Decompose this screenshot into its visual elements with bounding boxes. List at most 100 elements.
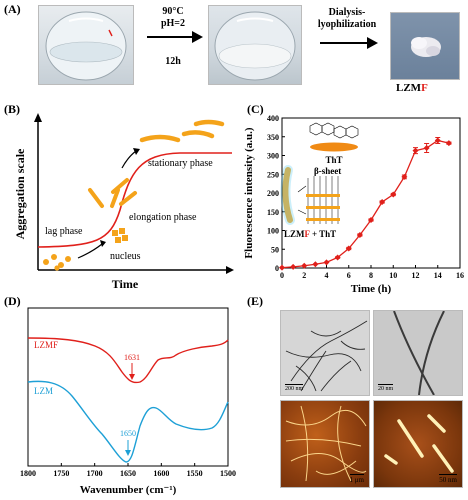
tem-fibrils-2 (393, 311, 445, 395)
y-tick-label: 250 (267, 170, 279, 179)
ftir-chart: 1800 1750 1700 1650 1600 1550 1500 LZMF LZM 16… (20, 307, 236, 496)
product-label: LZMF (396, 82, 428, 94)
lag-phase-label: lag phase (45, 226, 83, 237)
complex-label-mid: F (305, 229, 311, 239)
afm-scale-1: 1 μm (349, 474, 364, 484)
x-tick-label: 4 (325, 271, 329, 280)
arrow-step1 (147, 31, 203, 43)
nucleus-cluster (112, 228, 128, 243)
vial-photo-initial (38, 5, 134, 85)
step2-line1: Dialysis- (328, 7, 366, 18)
data-point (323, 259, 330, 266)
tem-scale-2: 20 nm (378, 384, 394, 392)
panel-b-label: (B) (4, 102, 20, 116)
powder-illustration (411, 37, 441, 57)
schematic-ylabel: Aggregation scale (13, 148, 27, 239)
y-tick-label: 100 (267, 227, 279, 236)
fluorescence-ylabel: Fluorescence intensity (a.u.) (243, 127, 255, 259)
data-point (290, 263, 297, 270)
y-tick-label: 0 (275, 264, 279, 273)
x-tick-label: 10 (389, 271, 397, 280)
ftir-x-tick-label: 1800 (20, 469, 36, 478)
stationary-label: stationary phase (148, 158, 213, 169)
data-point (334, 254, 341, 261)
data-point (401, 173, 408, 180)
fluorescence-frame (281, 117, 461, 269)
ftir-x-tick-label: 1700 (87, 469, 103, 478)
vial-heated-illustration (214, 11, 296, 81)
tht-bound-molecules (306, 194, 340, 221)
tht-label: ThT (325, 155, 342, 165)
lzmf-peak-label: 1631 (124, 353, 140, 362)
aggregation-schematic: lag phase nucleus elongation phase stati… (13, 113, 234, 291)
tem-fibrils-1 (285, 320, 368, 392)
data-point (390, 191, 397, 198)
data-point (379, 199, 386, 205)
lzm-peak-label: 1650 (120, 429, 136, 438)
vial-photo-heated (208, 5, 302, 85)
tht-inset: ThT β-sheet LZMF + ThT (280, 122, 359, 239)
beta-sheet-label: β-sheet (314, 166, 341, 176)
lyophilized-powder-photo (390, 12, 460, 80)
tem-scale-1: 200 nm (285, 384, 304, 392)
panel-a-label: (A) (4, 2, 21, 16)
afm-fibrils-2 (384, 414, 454, 473)
ftir-x-tick-label: 1500 (220, 469, 236, 478)
afm-fibrils-1 (285, 405, 367, 482)
elongating-rods (88, 178, 137, 208)
x-tick-label: 12 (412, 271, 420, 280)
tem-image-1: 200 nm (280, 310, 370, 396)
x-tick-label: 16 (456, 271, 464, 280)
schematic-xlabel: Time (112, 277, 139, 291)
fluorescence-chart: 0 2 4 6 8 10 12 14 16 0 50 100 150 200 250 300 350 400 Ti… (243, 114, 464, 295)
x-tick-label: 6 (347, 271, 351, 280)
x-tick-label: 8 (369, 271, 373, 280)
data-point (279, 264, 285, 271)
lzm-spectrum (27, 380, 229, 463)
lzmf-series-label: LZMF (34, 340, 58, 350)
elongation-label: elongation phase (129, 212, 197, 223)
step2-text: Dialysis- lyophilization (310, 7, 384, 31)
y-tick-label: 50 (271, 245, 279, 254)
data-point (423, 145, 430, 151)
data-point (368, 217, 374, 223)
ftir-x-tick-label: 1750 (53, 469, 69, 478)
data-point (301, 262, 308, 269)
nucleus-label: nucleus (110, 251, 141, 262)
data-point (434, 137, 441, 144)
x-tick-label: 14 (434, 271, 442, 280)
data-point (445, 140, 452, 147)
monomer-dots (43, 254, 71, 271)
complex-label-prefix: LZM (284, 229, 305, 239)
fibril-glyph (282, 167, 293, 223)
y-tick-label: 200 (267, 189, 279, 198)
afm-image-1: 1 μm (280, 400, 370, 488)
vial-illustration (45, 11, 127, 81)
panel-d-label: (D) (4, 294, 21, 308)
y-tick-label: 150 (267, 208, 279, 217)
data-point (356, 232, 363, 238)
tht-structure (309, 122, 359, 139)
ftir-x-tick-label: 1650 (120, 469, 136, 478)
y-tick-label: 400 (267, 114, 279, 123)
beta-sheet-strands (307, 176, 339, 224)
data-point (312, 261, 319, 268)
x-tick-label: 2 (302, 271, 306, 280)
y-tick-label: 350 (267, 133, 279, 142)
fluorescence-line (281, 139, 450, 269)
ftir-x-tick-label: 1550 (187, 469, 203, 478)
x-tick-label: 0 (280, 271, 284, 280)
arrow-step2 (320, 37, 378, 49)
panel-e-label: (E) (247, 294, 263, 308)
step1-temp: 90°C (162, 6, 184, 17)
step1-text: 90°C pH=2 (147, 6, 199, 30)
complex-label: LZMF + ThT (284, 229, 336, 239)
step1-time: 12h (165, 56, 181, 67)
step2-line2: lyophilization (317, 19, 377, 30)
y-tick-label: 300 (267, 152, 279, 161)
step1-ph: pH=2 (160, 18, 186, 29)
afm-image-2: 50 nm (373, 400, 463, 488)
data-point (412, 147, 419, 154)
tht-ellipse (310, 142, 358, 152)
product-label-prefix: LZM (396, 82, 422, 94)
